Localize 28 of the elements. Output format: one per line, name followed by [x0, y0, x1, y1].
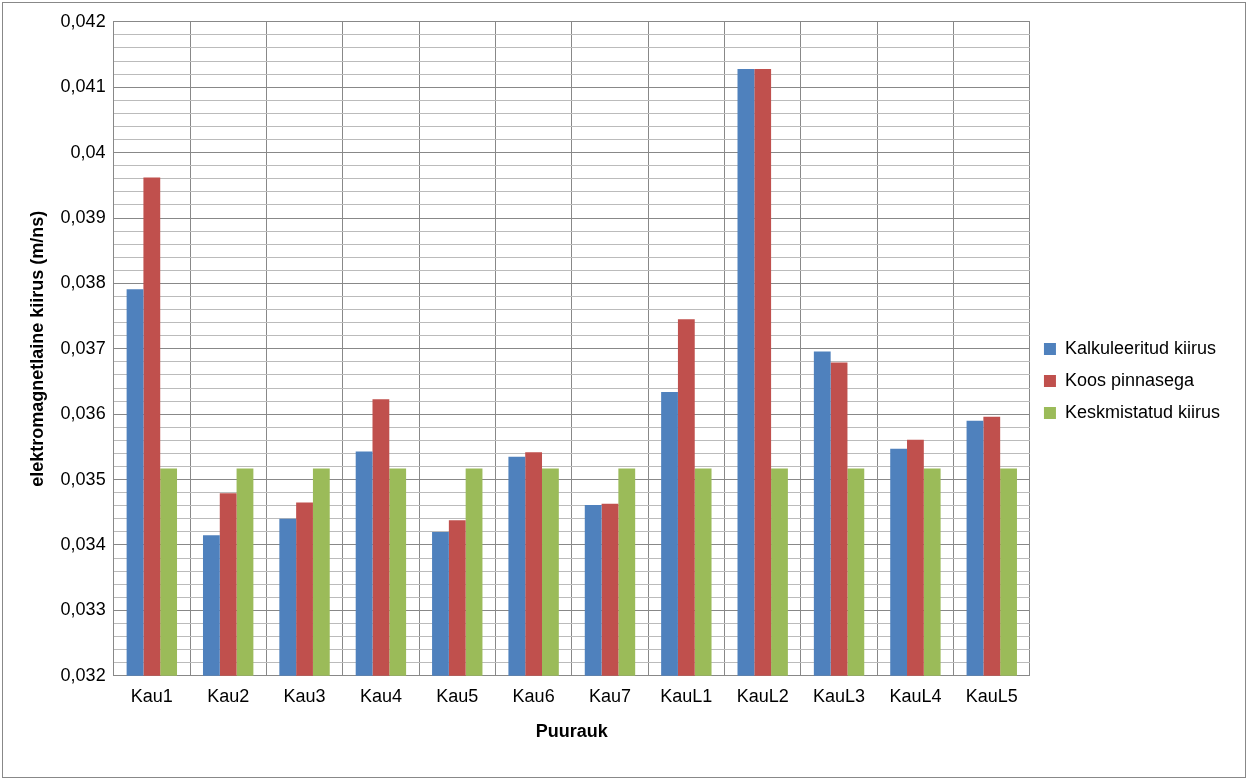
x-tick-label: Kau6	[512, 685, 555, 706]
y-tick-label: 0,036	[60, 403, 106, 424]
x-axis-title: Puurauk	[535, 721, 609, 742]
x-tick-label: KauL4	[889, 685, 942, 706]
y-tick-label: 0,04	[70, 141, 106, 162]
x-tick-label: Kau5	[436, 685, 479, 706]
legend-label: Keskmistatud kiirus	[1064, 401, 1221, 422]
y-tick-label: 0,041	[60, 76, 106, 97]
legend-label: Koos pinnasega	[1064, 369, 1196, 390]
x-tick-label: KauL1	[660, 685, 713, 706]
y-tick-label: 0,042	[60, 10, 106, 31]
y-tick-label: 0,034	[60, 533, 106, 554]
y-tick-label: 0,038	[60, 272, 106, 293]
x-tick-label: Kau1	[130, 685, 173, 706]
y-tick-label: 0,035	[60, 468, 106, 489]
text: 0,032	[60, 664, 106, 685]
x-tick-label: Kau7	[588, 685, 631, 706]
legend-label: Kalkuleeritud kiirus	[1064, 337, 1217, 358]
y-tick-label: 0,039	[60, 206, 106, 227]
x-tick-label: KauL3	[813, 685, 866, 706]
y-tick-label: 0,037	[60, 337, 106, 358]
y-axis-title: elektromagnetlaine kiirus (m/ns)	[26, 210, 47, 487]
x-tick-label: KauL2	[736, 685, 789, 706]
x-tick-label: Kau4	[359, 685, 402, 706]
x-tick-label: Kau3	[283, 685, 326, 706]
x-tick-label: Kau2	[207, 685, 250, 706]
y-tick-label: 0,033	[60, 599, 106, 620]
x-tick-label: KauL5	[965, 685, 1018, 706]
